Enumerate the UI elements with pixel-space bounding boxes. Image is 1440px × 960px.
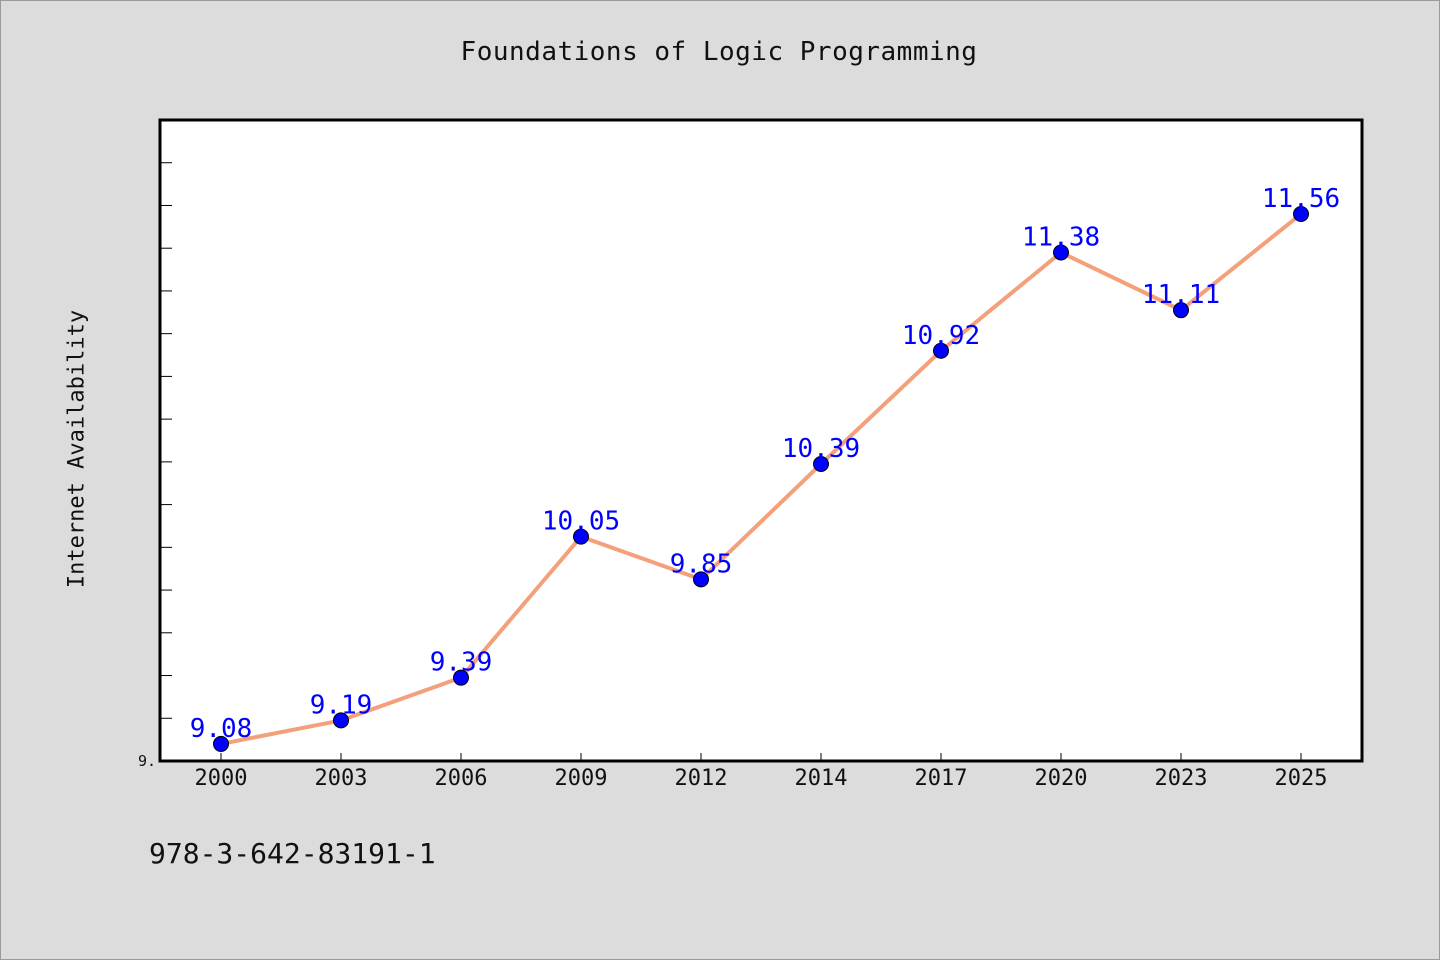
data-label: 11.38 [1022, 222, 1100, 252]
x-tick-label: 2000 [195, 766, 248, 791]
data-point [213, 735, 229, 752]
chart-title: Foundations of Logic Programming [460, 37, 978, 67]
x-tick-label: 2009 [555, 766, 608, 791]
x-tick-label: 2003 [315, 766, 368, 791]
data-point [933, 342, 949, 359]
data-point [333, 712, 349, 729]
data-point [573, 528, 589, 545]
data-label: 10.39 [782, 434, 860, 464]
series-line [219, 212, 1303, 746]
data-point [453, 669, 469, 686]
plot-area [158, 118, 1364, 763]
y-tick-label: 9. [138, 752, 156, 770]
x-tick-label: 2023 [1155, 766, 1208, 791]
data-point [813, 456, 829, 473]
data-point [1293, 206, 1309, 223]
x-tick-label: 2014 [795, 766, 848, 791]
x-tick-label: 2025 [1275, 766, 1328, 791]
x-tick-label: 2020 [1035, 766, 1088, 791]
data-label: 9.19 [310, 690, 373, 720]
x-tick-label: 2012 [675, 766, 728, 791]
data-point [1053, 244, 1069, 261]
data-label: 9.39 [430, 648, 493, 678]
data-label: 9.85 [670, 549, 733, 579]
y-axis-ticks: 9. [138, 119, 172, 770]
data-point [1173, 302, 1189, 319]
data-label: 9.08 [190, 714, 253, 744]
x-tick-label: 2017 [915, 766, 968, 791]
data-label: 10.92 [902, 321, 980, 351]
x-axis-ticks: 2000 2003 2006 2009 2012 2014 2017 2020 2023 2025 [195, 753, 1328, 791]
x-tick-label: 2006 [435, 766, 488, 791]
data-point [693, 571, 709, 588]
isbn-text: 978-3-642-83191-1 [149, 837, 436, 870]
data-label: 10.05 [542, 507, 620, 537]
series-layer: 9.08 9.19 9.39 10.05 9.85 10.39 10.92 11.38 11.1… [190, 184, 1340, 752]
data-label: 11.56 [1262, 184, 1340, 214]
data-label: 11.11 [1142, 280, 1220, 310]
